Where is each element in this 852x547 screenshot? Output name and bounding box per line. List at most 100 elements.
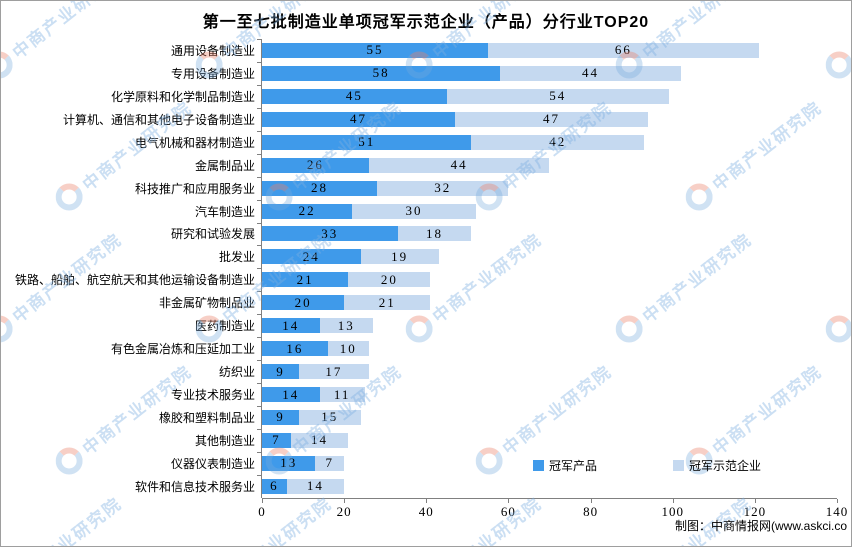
bar-segment-champion-product: 28 [262,180,377,196]
x-tick-label: 0 [258,504,266,519]
bar-value: 18 [425,225,443,241]
category-label: 软件和信息技术服务业 [134,479,255,494]
bar-stack: 47 47 [262,111,837,127]
bar-value: 66 [614,42,632,58]
category-label: 有色金属冶炼和压延加工业 [110,342,255,357]
bar-value: 14 [311,432,328,448]
bar-stack: 24 19 [262,248,837,265]
y-axis-segment: 51 42 [257,130,837,154]
legend-swatch-champion-demo [673,460,685,471]
bar-value: 55 [366,42,384,58]
bar-value: 30 [405,203,423,219]
bar-segment-champion-demo: 14 [286,478,345,494]
y-axis-segment: 6 14 [257,474,837,498]
bar-value: 10 [339,340,357,356]
bar-stack: 55 66 [262,42,837,58]
bar-stack: 45 54 [262,88,837,104]
x-tick [508,499,510,503]
category-label: 其他制造业 [194,433,255,448]
bar-value: 17 [325,363,343,379]
bar-segment-champion-product: 20 [262,295,345,311]
bar-segment-champion-demo: 13 [319,318,373,334]
bar-segment-champion-demo: 42 [471,134,644,150]
x-tick-label: 120 [743,504,767,519]
bar-value: 26 [306,157,324,173]
chart-row: 非金属矿物制品业 20 21 [5,291,837,315]
bar-segment-champion-product: 16 [262,341,328,357]
x-tick [590,499,592,503]
chart-row: 专用设备制造业 58 44 [5,61,837,85]
bar-value: 24 [302,248,320,264]
bar-value: 15 [321,409,339,425]
x-tick-label: 20 [336,504,352,519]
bar-value: 47 [350,111,368,127]
x-tick-label: 80 [583,504,599,519]
legend-entry-champion-demo: 冠军示范企业 [673,457,761,474]
bar-segment-champion-demo: 7 [315,455,345,471]
chart-row: 纺织业 9 17 [5,360,837,384]
bar-value: 44 [450,157,468,173]
bar-value: 21 [378,294,396,310]
bar-value: 42 [549,134,567,150]
y-axis-segment: 7 14 [257,428,837,452]
bar-value: 9 [276,363,285,379]
bar-value: 13 [280,455,298,471]
x-tick-label: 100 [661,504,684,519]
x-tick-label: 40 [418,504,434,519]
category-label: 科技推广和应用服务业 [134,181,255,196]
category-label: 纺织业 [218,365,255,380]
bar-segment-champion-product: 13 [262,455,316,471]
y-axis-segment: 16 10 [257,337,837,361]
x-tick [344,499,346,503]
bar-segment-champion-demo: 66 [487,42,759,58]
bar-value: 22 [298,203,316,219]
y-axis-segment: 24 19 [257,245,837,269]
bar-segment-champion-demo: 44 [368,157,550,173]
category-label: 仪器仪表制造业 [170,456,255,471]
bar-segment-champion-demo: 44 [500,65,681,81]
bar-stack: 20 21 [262,294,837,311]
legend-entry-champion-product: 冠军产品 [533,457,597,474]
bar-value: 14 [282,317,300,333]
bar-segment-champion-product: 51 [262,134,472,150]
legend: 冠军产品 冠军示范企业 [533,457,761,474]
bar-stack: 14 13 [262,317,837,334]
legend-swatch-champion-product [533,460,544,471]
category-label: 计算机、通信和其他电子设备制造业 [62,112,255,127]
bar-value: 51 [358,134,376,150]
plot-area: 通用设备制造业 55 66 专用设备制造业 58 44 化学原料和化学制品制造业 45 54 计算… [5,39,837,498]
bar-stack: 22 30 [262,203,837,219]
category-label: 专用设备制造业 [170,66,255,81]
legend-label: 冠军示范企业 [689,459,762,473]
category-label: 医药制造业 [194,319,255,334]
source-credit: 制图：中商情报网(www.askci.co [674,519,847,533]
x-tick-label: 140 [825,504,849,519]
chart-row: 化学原料和化学制品制造业 45 54 [5,84,837,108]
bar-value: 28 [311,180,328,196]
chart-row: 计算机、通信和其他电子设备制造业 47 47 [5,107,837,131]
bar-stack: 51 42 [262,134,837,150]
bar-segment-champion-demo: 15 [298,409,361,425]
bar-segment-champion-product: 24 [262,248,361,265]
chart-row: 科技推广和应用服务业 28 32 [5,176,837,200]
bar-value: 11 [333,386,351,402]
x-tick [754,499,756,503]
chart-title: 第一至七批制造业单项冠军示范企业（产品）分行业TOP20 [202,14,650,31]
bar-value: 19 [391,248,409,264]
bar-stack: 58 44 [262,65,837,81]
watermark-text: 中商产业研究院 [849,229,852,327]
bar-value: 20 [380,271,398,287]
bar-stack: 26 44 [262,157,837,173]
bar-segment-champion-demo: 11 [319,386,365,403]
bar-segment-champion-product: 26 [262,157,369,173]
bar-segment-champion-product: 33 [262,226,398,242]
x-tick [837,499,838,503]
chart-row: 橡胶和塑料制品业 9 15 [5,406,837,429]
bar-segment-champion-demo: 30 [352,203,476,219]
bar-segment-champion-product: 22 [262,203,353,219]
category-label: 铁路、船舶、航空航天和其他运输设备制造业 [14,273,255,288]
watermark-text: 中商产业研究院 [9,493,126,547]
bar-stack: 14 11 [262,386,837,403]
chart-row: 有色金属冶炼和压延加工业 16 10 [5,337,837,361]
